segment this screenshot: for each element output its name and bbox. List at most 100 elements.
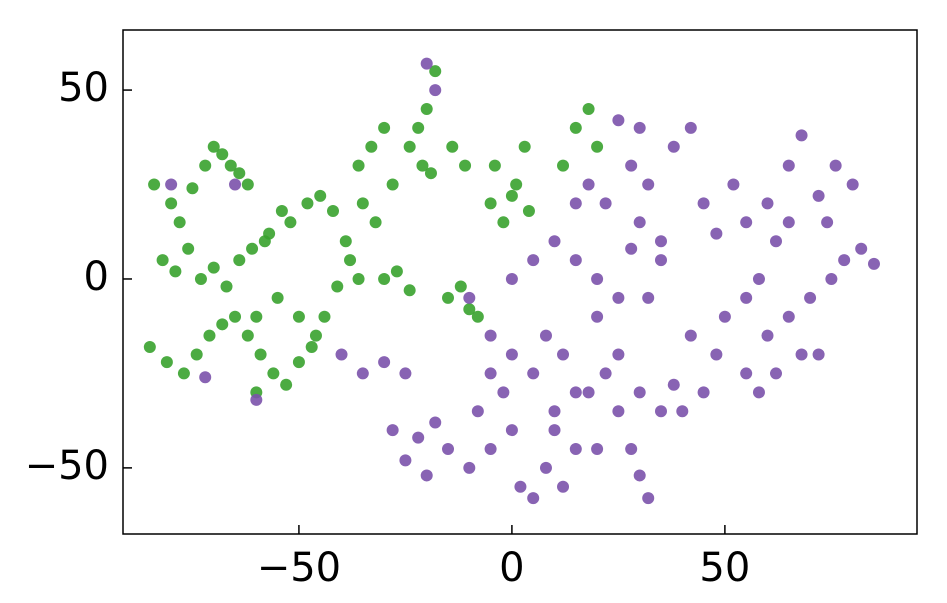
point <box>527 492 540 505</box>
point <box>569 442 582 455</box>
point <box>625 159 638 172</box>
point <box>855 242 868 255</box>
point <box>194 272 207 285</box>
point <box>569 254 582 267</box>
point <box>378 272 391 285</box>
point <box>770 367 783 380</box>
point <box>633 216 646 229</box>
point <box>386 178 399 191</box>
point <box>522 204 535 217</box>
point <box>420 469 433 482</box>
point <box>463 303 476 316</box>
point <box>378 121 391 134</box>
point <box>344 254 357 267</box>
point <box>250 393 263 406</box>
point <box>233 254 246 267</box>
point <box>442 291 455 304</box>
point <box>569 197 582 210</box>
point <box>186 182 199 195</box>
point <box>795 129 808 142</box>
point <box>241 329 254 342</box>
point <box>740 216 753 229</box>
point <box>770 235 783 248</box>
point <box>386 424 399 437</box>
point <box>782 159 795 172</box>
point <box>280 378 293 391</box>
point <box>505 424 518 437</box>
point <box>484 329 497 342</box>
point <box>812 348 825 361</box>
point <box>199 159 212 172</box>
point <box>352 272 365 285</box>
point <box>642 492 655 505</box>
point <box>782 310 795 323</box>
point <box>165 197 178 210</box>
point <box>143 340 156 353</box>
point <box>314 189 327 202</box>
point <box>510 178 523 191</box>
point <box>654 405 667 418</box>
point <box>484 197 497 210</box>
point <box>335 348 348 361</box>
point <box>825 272 838 285</box>
point <box>514 480 527 493</box>
point <box>612 291 625 304</box>
point <box>309 329 322 342</box>
y-tick-label: −50 <box>25 443 109 489</box>
point <box>505 189 518 202</box>
point <box>429 65 442 78</box>
point <box>667 378 680 391</box>
point <box>399 454 412 467</box>
point <box>505 272 518 285</box>
point <box>633 469 646 482</box>
point <box>412 121 425 134</box>
point <box>207 140 220 153</box>
point <box>378 356 391 369</box>
point <box>399 367 412 380</box>
point <box>821 216 834 229</box>
point <box>557 159 570 172</box>
point <box>301 197 314 210</box>
point <box>220 280 233 293</box>
point <box>718 310 731 323</box>
point <box>199 371 212 384</box>
point <box>782 216 795 229</box>
point <box>229 178 242 191</box>
point <box>752 272 765 285</box>
point <box>829 159 842 172</box>
point <box>356 367 369 380</box>
point <box>246 242 259 255</box>
point <box>569 121 582 134</box>
point <box>416 159 429 172</box>
point <box>463 291 476 304</box>
point <box>684 329 697 342</box>
point <box>697 197 710 210</box>
point <box>148 178 161 191</box>
point <box>710 348 723 361</box>
point <box>625 242 638 255</box>
point <box>216 318 229 331</box>
point <box>557 480 570 493</box>
point <box>327 204 340 217</box>
point <box>318 310 331 323</box>
x-tick-label: 50 <box>699 545 750 591</box>
point <box>710 227 723 240</box>
point <box>804 291 817 304</box>
point <box>625 442 638 455</box>
point <box>420 102 433 115</box>
point <box>305 340 318 353</box>
point <box>331 280 344 293</box>
point <box>488 159 501 172</box>
point <box>275 204 288 217</box>
point <box>740 291 753 304</box>
point <box>446 140 459 153</box>
point <box>292 310 305 323</box>
point <box>812 189 825 202</box>
point <box>697 386 710 399</box>
point <box>484 367 497 380</box>
point <box>527 254 540 267</box>
point <box>207 261 220 274</box>
point <box>548 235 561 248</box>
point <box>173 216 186 229</box>
point <box>454 280 467 293</box>
